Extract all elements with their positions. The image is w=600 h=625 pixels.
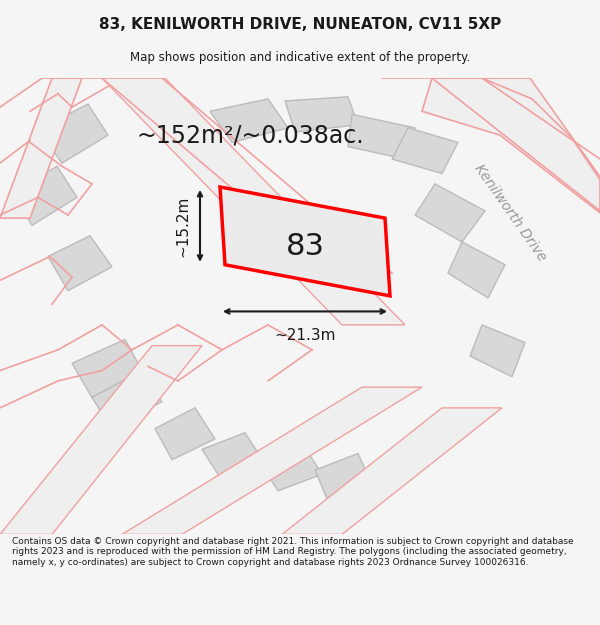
Polygon shape bbox=[448, 242, 505, 298]
Text: ~15.2m: ~15.2m bbox=[175, 195, 190, 257]
Polygon shape bbox=[315, 454, 372, 501]
Text: Contains OS data © Crown copyright and database right 2021. This information is : Contains OS data © Crown copyright and d… bbox=[12, 537, 574, 567]
Polygon shape bbox=[422, 78, 600, 213]
Polygon shape bbox=[48, 236, 112, 291]
Text: ~152m²/~0.038ac.: ~152m²/~0.038ac. bbox=[136, 123, 364, 147]
Text: Kenilworth Drive: Kenilworth Drive bbox=[472, 162, 548, 264]
Polygon shape bbox=[258, 443, 322, 491]
Polygon shape bbox=[285, 97, 358, 132]
Polygon shape bbox=[392, 128, 458, 174]
Polygon shape bbox=[470, 325, 525, 377]
Polygon shape bbox=[72, 339, 142, 398]
Polygon shape bbox=[122, 387, 422, 534]
Text: ~21.3m: ~21.3m bbox=[274, 328, 336, 343]
Polygon shape bbox=[220, 187, 390, 296]
Polygon shape bbox=[155, 408, 215, 460]
Polygon shape bbox=[202, 432, 265, 481]
Text: 83, KENILWORTH DRIVE, NUNEATON, CV11 5XP: 83, KENILWORTH DRIVE, NUNEATON, CV11 5XP bbox=[99, 17, 501, 32]
Polygon shape bbox=[102, 78, 405, 325]
Polygon shape bbox=[92, 371, 162, 429]
Text: 83: 83 bbox=[286, 232, 325, 261]
Polygon shape bbox=[12, 166, 77, 226]
Polygon shape bbox=[0, 346, 202, 534]
Polygon shape bbox=[210, 99, 288, 142]
Polygon shape bbox=[38, 104, 108, 163]
Polygon shape bbox=[415, 184, 485, 242]
Polygon shape bbox=[0, 78, 82, 218]
Polygon shape bbox=[282, 408, 502, 534]
Polygon shape bbox=[348, 114, 415, 159]
Text: Map shows position and indicative extent of the property.: Map shows position and indicative extent… bbox=[130, 51, 470, 64]
